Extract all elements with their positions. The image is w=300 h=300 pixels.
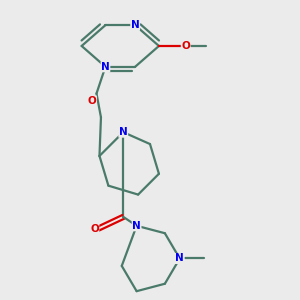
Text: N: N <box>175 254 184 263</box>
Text: N: N <box>119 127 128 137</box>
Text: O: O <box>90 224 99 234</box>
Text: N: N <box>131 20 140 30</box>
Text: N: N <box>101 62 110 72</box>
Text: O: O <box>181 41 190 51</box>
Text: N: N <box>132 221 141 231</box>
Text: O: O <box>88 96 96 106</box>
